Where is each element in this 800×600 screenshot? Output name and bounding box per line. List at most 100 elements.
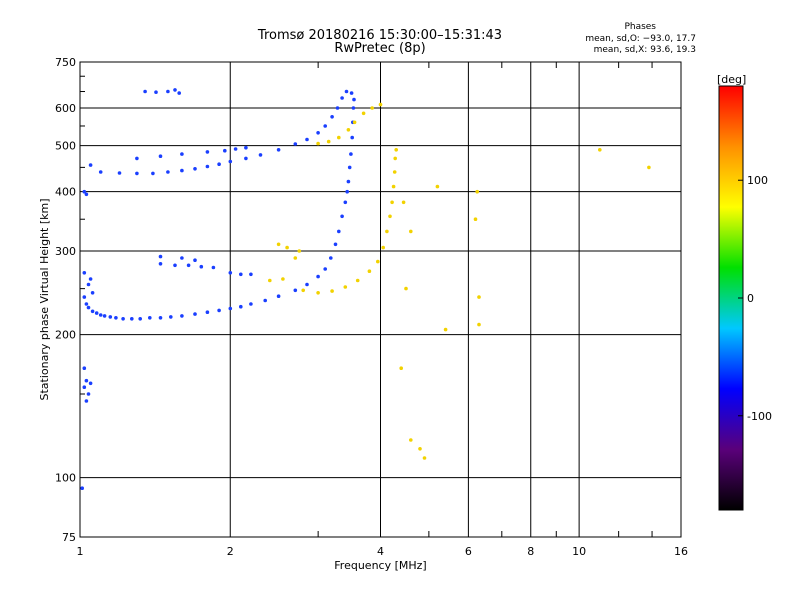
data-point	[344, 89, 349, 94]
data-point	[268, 278, 272, 283]
data-point	[330, 115, 334, 119]
data-point	[281, 277, 285, 281]
data-point	[82, 295, 87, 299]
data-point	[135, 156, 139, 161]
data-point	[239, 272, 243, 277]
data-point	[346, 179, 351, 184]
data-point	[598, 148, 602, 152]
data-point	[370, 106, 375, 110]
data-point	[475, 189, 480, 194]
phase-stats-o: mean, sd,O: −93.0, 17.7	[585, 34, 696, 44]
y-tick-label: 500	[55, 140, 76, 153]
data-point	[333, 242, 338, 247]
data-point	[388, 214, 392, 219]
data-point	[340, 214, 344, 219]
data-point	[82, 366, 87, 371]
x-tick-label: 2	[227, 545, 234, 558]
data-point	[88, 277, 93, 281]
data-point	[352, 97, 356, 102]
data-point	[345, 189, 350, 194]
data-point	[305, 282, 309, 287]
data-point	[228, 271, 233, 275]
data-points	[80, 88, 651, 491]
data-point	[477, 295, 481, 299]
data-point	[193, 258, 197, 263]
data-point	[330, 289, 334, 293]
colorbar-tick-label: 0	[747, 292, 754, 305]
data-point	[381, 245, 386, 250]
data-point	[148, 316, 152, 320]
data-point	[193, 167, 197, 171]
y-axis-label: Stationary phase Virtual Height [km]	[38, 198, 51, 400]
data-point	[90, 309, 95, 314]
data-point	[94, 311, 99, 315]
data-point	[228, 306, 233, 311]
data-point	[211, 265, 216, 270]
phase-stats-x: mean, sd,X: 93.6, 19.3	[593, 45, 696, 55]
data-point	[114, 316, 118, 320]
data-point	[244, 145, 248, 150]
data-point	[392, 170, 397, 174]
y-axis-ticks: 75 100 200 300 400 500 600 750	[55, 56, 85, 544]
data-point	[391, 184, 396, 189]
phase-stats-title: Phases	[624, 22, 656, 32]
data-point	[477, 322, 481, 327]
data-point	[249, 302, 253, 306]
grid-lines	[79, 61, 682, 538]
data-point	[349, 91, 354, 95]
y-tick-label: 400	[55, 186, 76, 199]
chart-subtitle: RwPretec (8p)	[334, 41, 426, 56]
data-point	[180, 314, 184, 318]
data-point	[390, 200, 394, 205]
y-tick-label: 300	[55, 245, 76, 258]
data-point	[378, 102, 383, 107]
data-point	[86, 282, 91, 287]
data-point	[80, 486, 84, 491]
x-tick-label: 10	[572, 545, 586, 558]
data-point	[350, 135, 355, 140]
x-tick-label: 4	[377, 545, 384, 558]
x-tick-label: 8	[527, 545, 534, 558]
data-point	[193, 312, 197, 316]
data-point	[84, 378, 89, 383]
data-point	[98, 170, 103, 174]
data-point	[166, 170, 170, 174]
data-point	[349, 152, 353, 156]
data-point	[135, 171, 139, 176]
data-point	[158, 316, 163, 320]
data-point	[293, 142, 298, 146]
data-point	[422, 456, 427, 460]
data-point	[199, 264, 204, 269]
x-tick-label: 1	[77, 545, 84, 558]
data-point	[343, 285, 348, 289]
data-point	[166, 89, 170, 94]
data-point	[346, 128, 351, 132]
data-point	[82, 189, 87, 194]
data-point	[367, 269, 372, 274]
data-point	[297, 249, 302, 253]
data-point	[180, 168, 184, 173]
data-point	[435, 184, 440, 189]
data-point	[316, 274, 320, 279]
data-point	[86, 392, 91, 396]
data-point	[108, 315, 113, 319]
x-axis-label: Frequency [MHz]	[334, 559, 426, 572]
colorbar-tick-label: -100	[747, 410, 772, 423]
data-point	[355, 278, 360, 283]
data-point	[340, 96, 344, 100]
data-point	[647, 165, 651, 170]
data-point	[233, 147, 238, 151]
data-point	[158, 154, 163, 158]
data-point	[223, 148, 227, 153]
data-point	[347, 165, 352, 170]
data-point	[205, 310, 210, 315]
data-point	[84, 192, 89, 197]
data-point	[323, 124, 328, 128]
data-point	[385, 229, 389, 234]
data-point	[239, 304, 243, 309]
data-point	[177, 91, 181, 95]
data-point	[158, 254, 163, 259]
data-point	[393, 156, 398, 161]
data-point	[409, 438, 413, 442]
